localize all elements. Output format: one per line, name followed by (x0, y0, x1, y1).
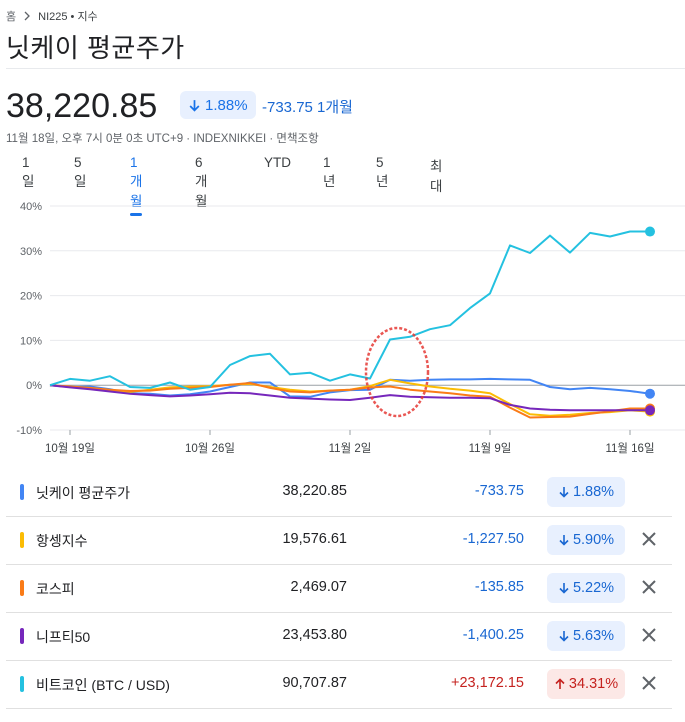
chevron-right-icon (24, 11, 31, 21)
close-icon[interactable] (640, 578, 658, 596)
breadcrumb: 홈 NI225 • 지수 (6, 8, 98, 24)
series-value: 90,707.87 (282, 675, 347, 691)
tab-max[interactable]: 최대 (430, 159, 443, 194)
series-color-swatch (20, 676, 24, 692)
series-delta: -1,400.25 (462, 627, 524, 643)
series-percent: 34.31% (568, 676, 619, 692)
series-line (49, 382, 650, 419)
series-end-point (645, 388, 655, 399)
series-name: 코스피 (36, 581, 75, 597)
x-tick-label: 11월 9일 (469, 441, 512, 455)
comparison-chart: 40% 30% 20% 10% 0% -10% 10월 19일 10월 26일 11월 2일 1… (16, 201, 685, 455)
y-tick-label: 20% (20, 291, 42, 303)
series-percent: 5.22% (572, 580, 615, 596)
series-percent-badge: 5.90% (547, 525, 625, 555)
table-row[interactable]: 니프티50 23,453.80 -1,400.25 5.63% (6, 612, 672, 661)
table-row[interactable]: 비트코인 (BTC / USD) 90,707.87 +23,172.15 34… (6, 660, 672, 709)
series-value: 2,469.07 (290, 579, 347, 595)
arrow-down-icon (559, 535, 569, 546)
series-percent: 5.90% (572, 532, 615, 548)
series-color-swatch (20, 484, 24, 500)
quote-meta: 11월 18일, 오후 7시 0분 0초 UTC+9 · INDEXNIKKEI… (6, 133, 319, 145)
y-tick-label: 30% (20, 246, 42, 258)
series-end-point (645, 226, 655, 237)
page-title: 닛케이 평균주가 (6, 33, 185, 63)
y-tick-label: 40% (20, 201, 42, 213)
series-end-point (645, 405, 655, 416)
tab-1d[interactable]: 1일 (22, 155, 35, 189)
close-icon[interactable] (640, 626, 658, 644)
series-delta: -733.75 (474, 483, 524, 499)
tab-1m[interactable]: 1개월 (130, 155, 143, 216)
tab-5d[interactable]: 5일 (74, 155, 87, 189)
tab-1y[interactable]: 1년 (323, 155, 336, 189)
current-price: 38,220.85 (6, 87, 158, 125)
series-value: 19,576.61 (282, 531, 347, 547)
table-row[interactable]: 코스피 2,469.07 -135.85 5.22% (6, 564, 672, 613)
x-tick-label: 11월 16일 (605, 441, 654, 455)
tab-ytd[interactable]: YTD (264, 155, 291, 170)
tab-6m[interactable]: 6개월 (195, 155, 208, 209)
x-tick-label: 11월 2일 (329, 441, 372, 455)
series-delta: -135.85 (474, 579, 524, 595)
arrow-down-icon (559, 583, 569, 594)
arrow-up-icon (555, 678, 565, 689)
change-percent: 1.88% (205, 96, 248, 114)
red-circle-annotation (364, 326, 430, 418)
change-percent-badge: 1.88% (180, 91, 256, 119)
x-tick-label: 10월 26일 (185, 441, 235, 455)
series-percent-badge: 34.31% (547, 669, 625, 699)
series-percent-badge: 1.88% (547, 477, 625, 507)
breadcrumb-current: NI225 • 지수 (38, 11, 98, 23)
series-color-swatch (20, 532, 24, 548)
series-color-swatch (20, 580, 24, 596)
breadcrumb-home[interactable]: 홈 (6, 11, 17, 23)
close-icon[interactable] (640, 530, 658, 548)
series-percent: 5.63% (572, 628, 615, 644)
divider (6, 68, 685, 69)
y-tick-label: 0% (26, 380, 42, 392)
close-icon[interactable] (640, 674, 658, 692)
y-tick-label: 10% (20, 335, 42, 347)
series-name: 니프티50 (36, 629, 91, 645)
series-percent-badge: 5.22% (547, 573, 625, 603)
arrow-down-icon (189, 99, 200, 112)
series-color-swatch (20, 628, 24, 644)
series-percent: 1.88% (572, 484, 615, 500)
series-name: 항셍지수 (36, 533, 88, 549)
series-name: 닛케이 평균주가 (36, 485, 131, 501)
series-delta: +23,172.15 (451, 675, 524, 691)
arrow-down-icon (559, 487, 569, 498)
x-tick-label: 10월 19일 (45, 441, 95, 455)
series-value: 38,220.85 (282, 483, 347, 499)
series-line (49, 230, 650, 391)
series-line (49, 384, 650, 412)
y-tick-label: -10% (16, 425, 42, 437)
table-row[interactable]: 닛케이 평균주가 38,220.85 -733.75 1.88% (6, 468, 672, 517)
series-value: 23,453.80 (282, 627, 347, 643)
series-delta: -1,227.50 (462, 531, 524, 547)
tab-5y[interactable]: 5년 (376, 155, 389, 189)
arrow-down-icon (559, 631, 569, 642)
table-row[interactable]: 항셍지수 19,576.61 -1,227.50 5.90% (6, 516, 672, 565)
series-percent-badge: 5.63% (547, 621, 625, 651)
change-absolute: -733.75 1개월 (262, 99, 353, 116)
series-name: 비트코인 (BTC / USD) (36, 677, 170, 693)
